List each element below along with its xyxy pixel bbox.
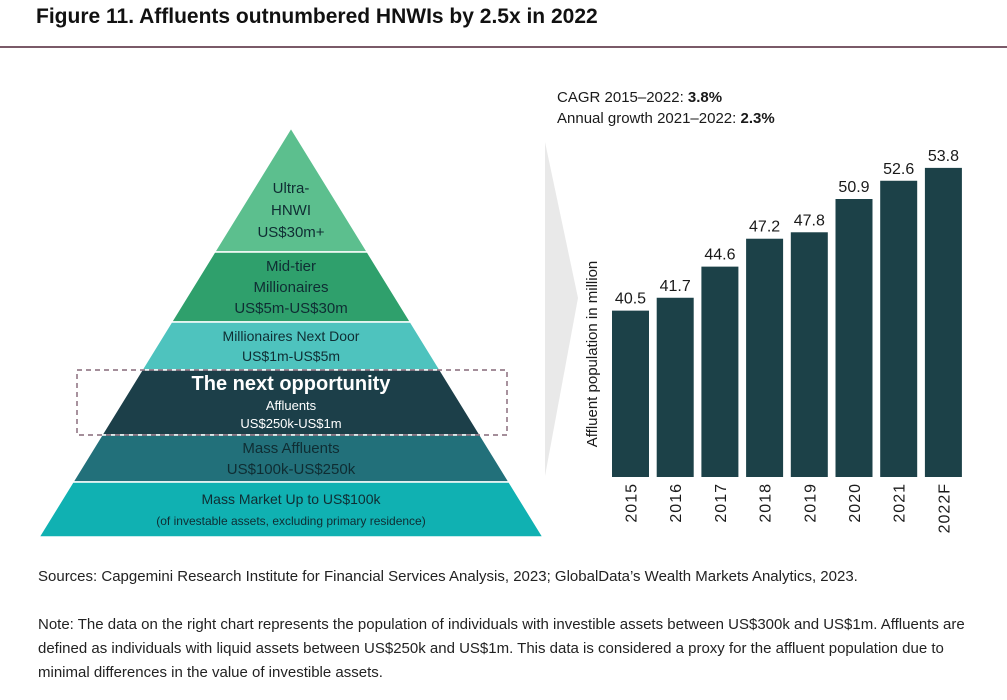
transition-arrow	[545, 142, 578, 476]
tier-label: US$1m-US$5m	[242, 348, 340, 364]
tier-label: US$100k-US$250k	[227, 461, 356, 478]
cagr-annotation: CAGR 2015–2022: 3.8%	[557, 89, 722, 106]
sources-text: Sources: Capgemini Research Institute fo…	[38, 568, 858, 585]
tier-heading: The next opportunity	[192, 373, 392, 395]
title-divider	[0, 46, 1007, 48]
tier-label: US$5m-US$30m	[234, 300, 347, 317]
x-tick-label: 2018	[758, 483, 775, 523]
bar	[612, 310, 649, 477]
bar	[880, 180, 918, 477]
bar-value-label: 41.7	[660, 278, 691, 295]
tier-label: Mid-tier	[266, 258, 316, 275]
bar-value-label: 40.5	[615, 291, 646, 308]
tier-label: US$30m+	[257, 224, 324, 241]
y-axis-label: Affluent population in million	[584, 261, 601, 448]
wealth-pyramid: Ultra- HNWI US$30m+ Mid-tier Millionaires US$…	[37, 126, 545, 538]
tier-label: Ultra-	[273, 180, 310, 197]
bar-value-label: 47.2	[749, 219, 780, 236]
bar	[835, 199, 873, 478]
bar-value-label: 52.6	[883, 161, 914, 178]
bar-value-label: 47.8	[794, 212, 825, 229]
note-text: Note: The data on the right chart repres…	[38, 616, 965, 681]
bar-value-label: 53.8	[928, 148, 959, 165]
x-tick-label: 2021	[892, 483, 909, 523]
x-tick-label: 2017	[713, 483, 730, 523]
bar	[924, 167, 962, 477]
bar	[656, 297, 694, 477]
growth-annotation: Annual growth 2021–2022: 2.3%	[557, 110, 775, 127]
bar-value-label: 50.9	[838, 179, 869, 196]
x-tick-label: 2016	[668, 483, 685, 523]
tier-label: HNWI	[271, 202, 311, 219]
tier-label: Affluents	[266, 398, 317, 413]
x-tick-label: 2020	[847, 483, 864, 523]
tier-label: (of investable assets, excluding primary…	[156, 514, 425, 528]
bar-value-label: 44.6	[704, 247, 735, 264]
tier-label: Mass Market Up to US$100k	[202, 491, 382, 507]
bar	[746, 238, 784, 477]
x-tick-label: 2022F	[936, 483, 953, 533]
tier-label: US$250k-US$1m	[240, 416, 341, 431]
highlight-box	[76, 369, 508, 436]
tier-label: Millionaires Next Door	[223, 328, 360, 344]
bar	[790, 232, 828, 477]
bar	[701, 266, 739, 477]
x-tick-label: 2019	[802, 483, 819, 523]
tier-label: Millionaires	[253, 279, 328, 296]
affluent-population-bar-chart: CAGR 2015–2022: 3.8% Annual growth 2021–2…	[545, 89, 962, 533]
pyramid-tier	[37, 481, 545, 538]
tier-label: Mass Affluents	[242, 440, 339, 457]
figure-title: Figure 11. Affluents outnumbered HNWIs b…	[36, 5, 598, 28]
x-tick-label: 2015	[624, 483, 641, 523]
